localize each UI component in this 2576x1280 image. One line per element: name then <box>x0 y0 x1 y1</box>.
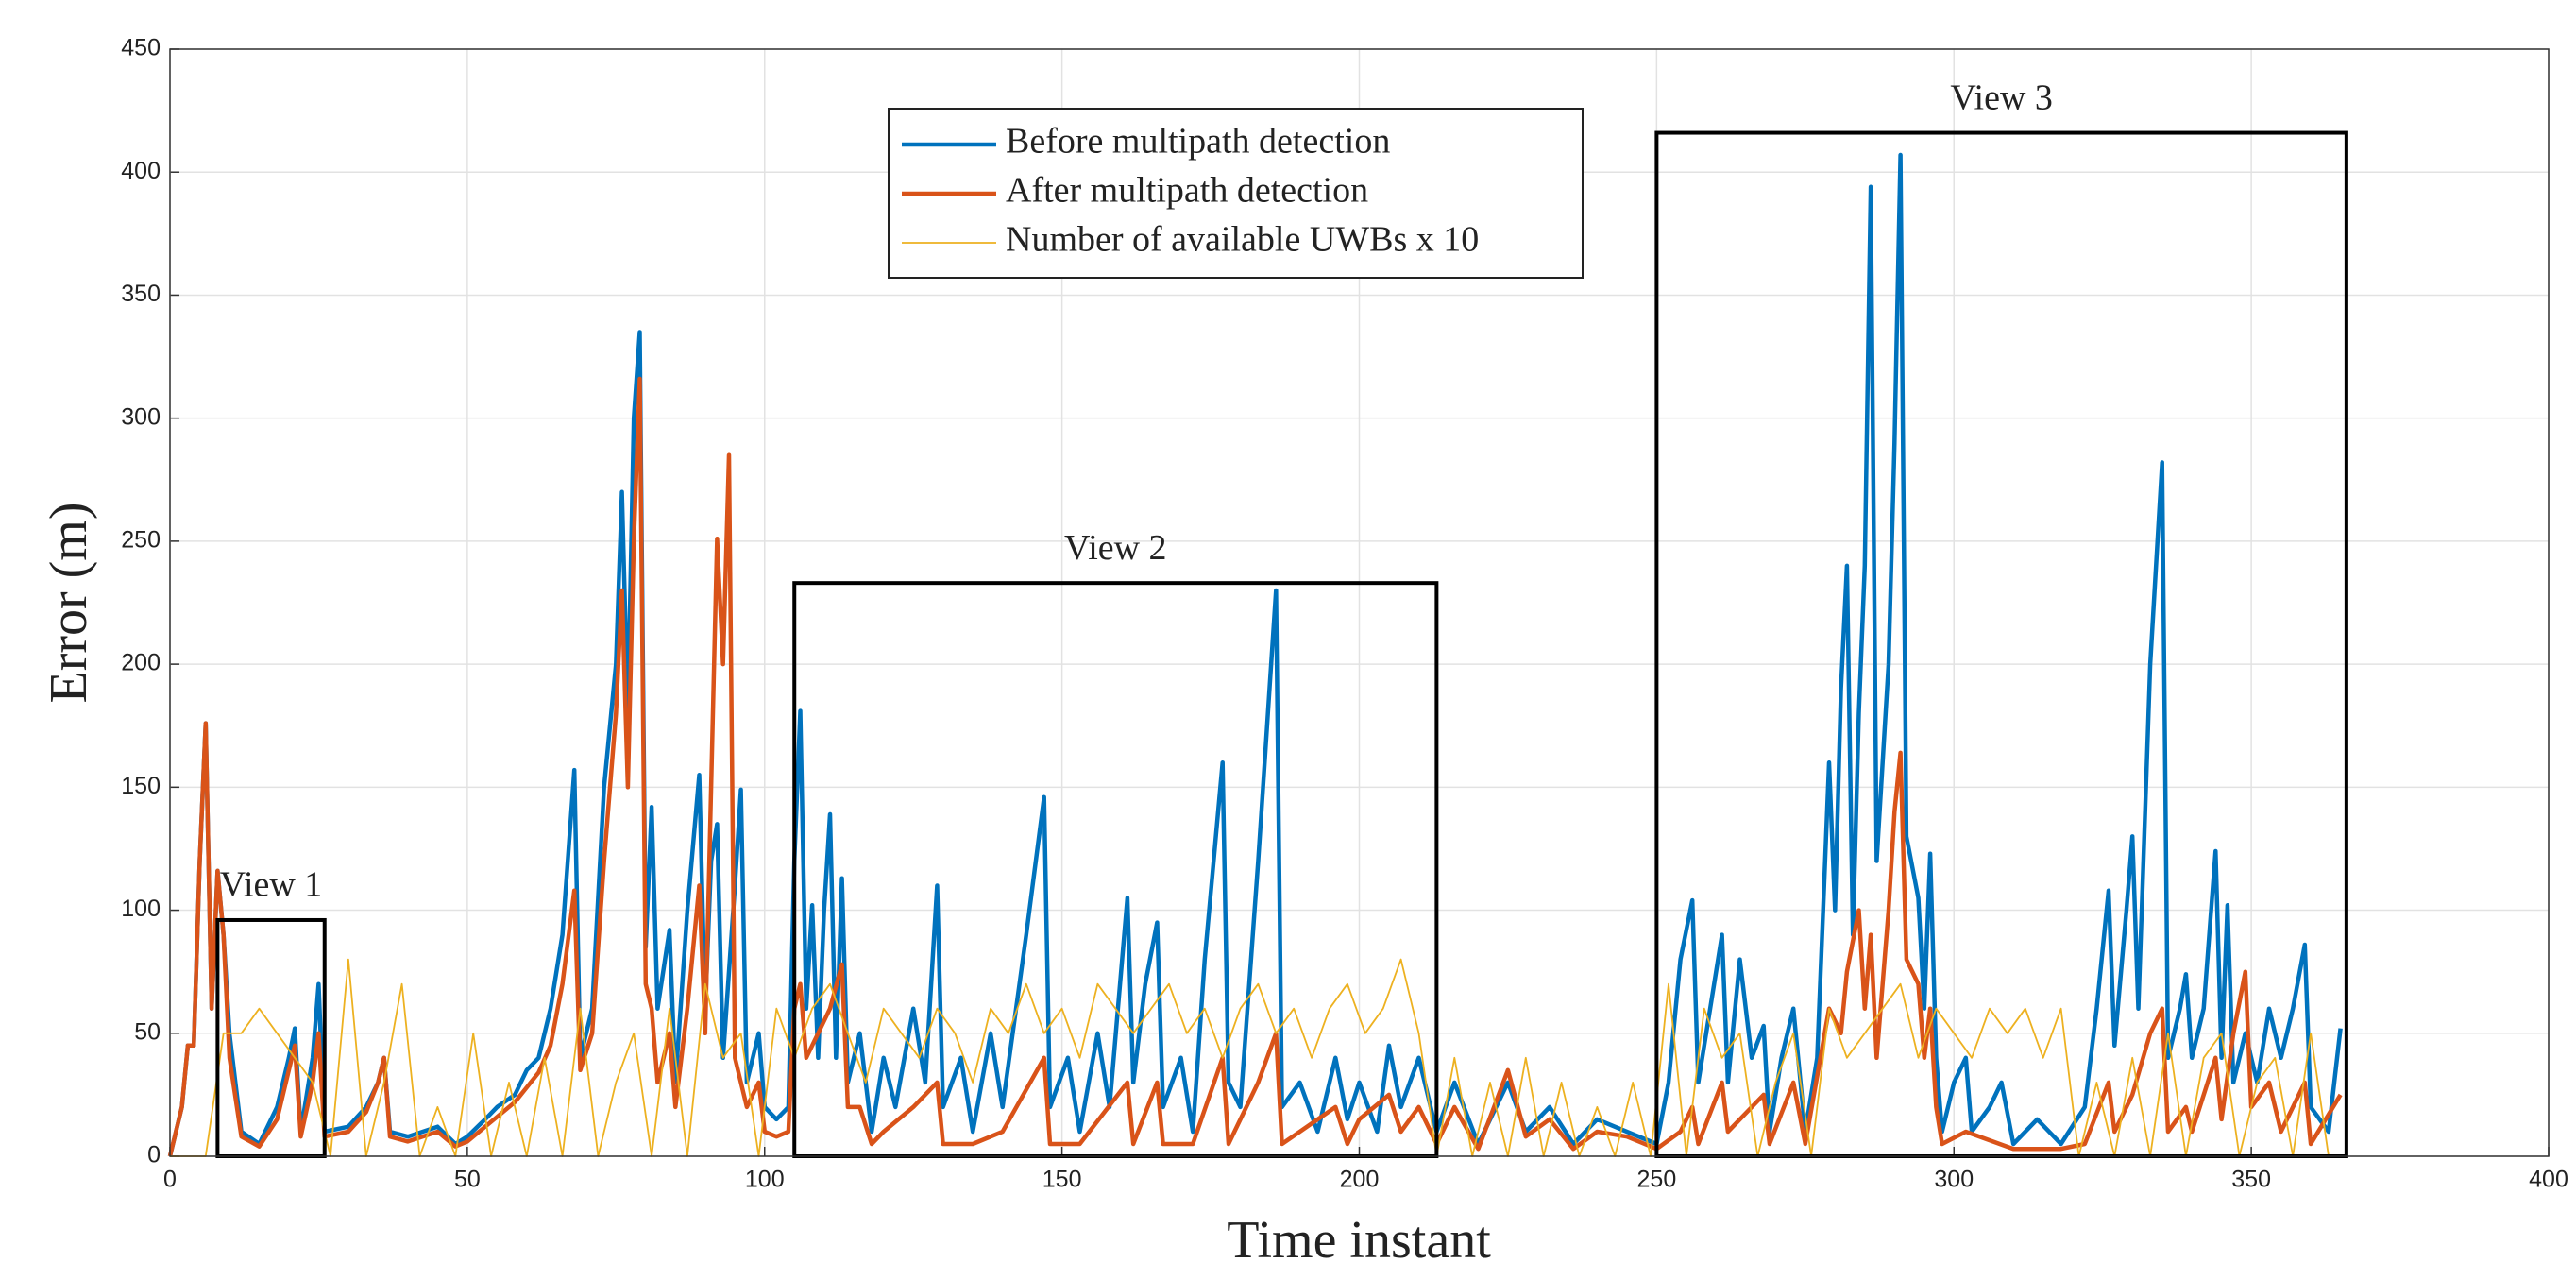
y-tick-label: 400 <box>121 158 161 184</box>
view-label: View 2 <box>1064 528 1167 568</box>
x-tick-label: 100 <box>745 1167 785 1193</box>
y-tick-label: 450 <box>121 35 161 61</box>
y-tick-label: 100 <box>121 896 161 922</box>
y-tick-label: 50 <box>134 1018 161 1045</box>
y-axis-label: Error (m) <box>40 502 98 703</box>
plot-frame <box>169 48 2550 1157</box>
view-label: View 1 <box>220 865 323 905</box>
legend-label: After multipath detection <box>1006 171 1368 211</box>
x-axis-label: Time instant <box>1227 1211 1491 1270</box>
series-line <box>170 958 2330 1157</box>
x-tick-label: 150 <box>1042 1167 1082 1193</box>
x-tick-label: 400 <box>2529 1167 2568 1193</box>
y-tick-label: 150 <box>121 773 161 799</box>
legend: Before multipath detection After multipat… <box>888 108 1584 279</box>
x-tick-label: 250 <box>1637 1167 1677 1193</box>
y-tick-label: 300 <box>121 403 161 430</box>
legend-label: Before multipath detection <box>1006 122 1390 162</box>
x-tick-label: 350 <box>2231 1167 2271 1193</box>
view-label: View 3 <box>1950 77 2053 117</box>
y-tick-label: 250 <box>121 526 161 553</box>
x-tick-label: 50 <box>454 1167 481 1193</box>
series-line <box>167 152 2343 1157</box>
legend-label: Number of available UWBs x 10 <box>1006 220 1479 260</box>
y-tick-label: 350 <box>121 281 161 307</box>
y-tick-label: 200 <box>121 650 161 676</box>
x-tick-label: 0 <box>163 1167 177 1193</box>
legend-box <box>888 108 1584 279</box>
x-tick-label: 300 <box>1934 1167 1974 1193</box>
y-tick-label: 0 <box>147 1142 161 1169</box>
x-tick-label: 200 <box>1340 1167 1380 1193</box>
